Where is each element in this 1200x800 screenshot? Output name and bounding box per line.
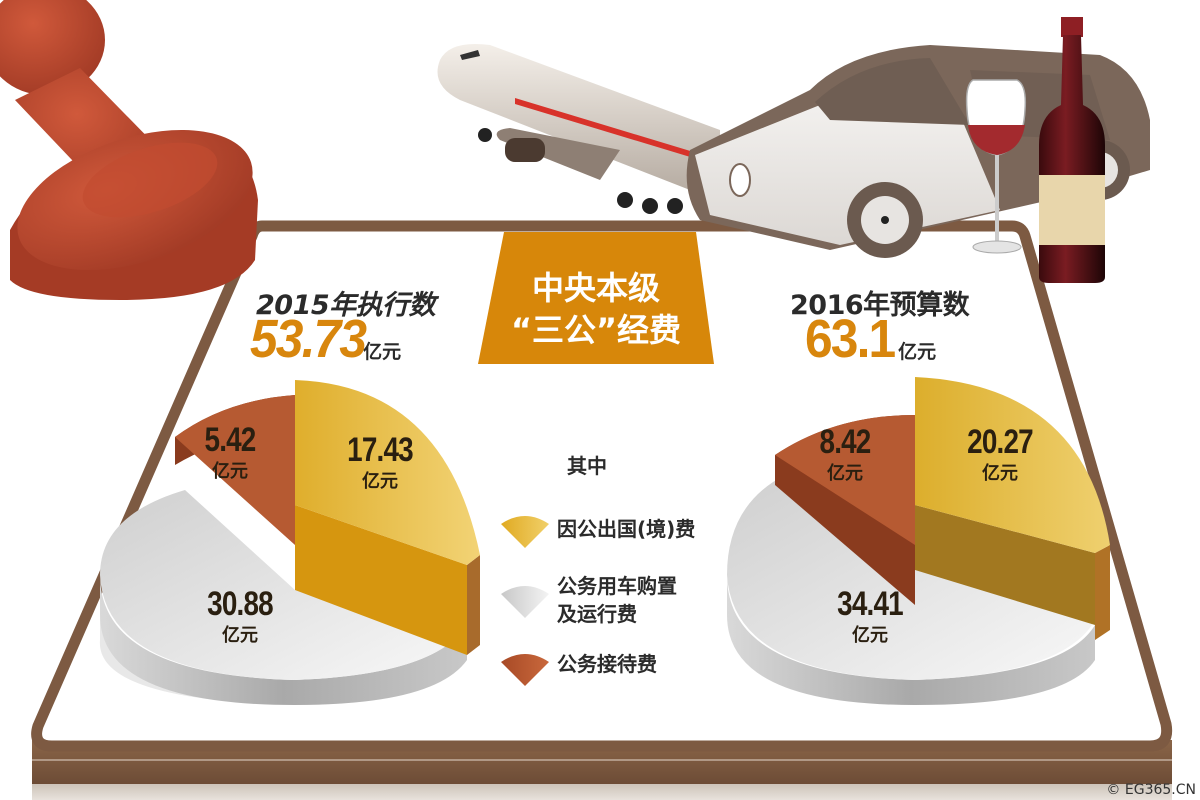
left-vehicle-value: 30.88	[207, 585, 273, 623]
legend-vehicle-label-line2: 及运行费	[557, 602, 637, 626]
wine-illustration	[955, 15, 1115, 285]
left-travel-value: 17.43	[347, 431, 413, 469]
plane-illustration	[420, 20, 750, 220]
right-vehicle-value: 34.41	[837, 585, 903, 623]
right-reception-value: 8.42	[819, 423, 872, 461]
stamp-illustration	[0, 0, 270, 320]
title-line-1: 中央本级	[531, 269, 660, 307]
legend-title: 其中	[567, 454, 607, 478]
legend-reception-swatch-icon	[499, 650, 551, 690]
left-reception-value: 5.42	[204, 421, 257, 459]
right-reception-unit: 亿元	[827, 463, 863, 484]
right-total-unit: 亿元	[898, 341, 937, 363]
legend-travel-label: 因公出国(境)费	[557, 517, 696, 541]
legend-vehicle-swatch-icon	[499, 582, 551, 622]
title-banner: 中央本级 “三公”经费	[478, 232, 714, 364]
right-slice-travel-label: 20.27 亿元	[935, 425, 1065, 485]
left-total: 53.73 亿元	[250, 312, 401, 366]
right-pie-chart: 8.42 亿元 20.27 亿元 34.41 亿元	[715, 375, 1115, 705]
legend-travel-swatch-icon	[499, 512, 551, 552]
left-total-value: 53.73	[250, 309, 367, 369]
left-year-label: 2015年执行数	[256, 290, 436, 321]
right-year-label: 2016年预算数	[790, 290, 970, 321]
right-total: 63.1 亿元	[805, 312, 936, 366]
legend: 其中 因公出国(境)费 公务用车购置 及运行费 公务接待费	[495, 450, 735, 690]
title-line-2: “三公”经费	[510, 311, 682, 349]
left-slice-reception-label: 5.42 亿元	[165, 423, 295, 483]
left-pie-chart: 5.42 亿元 17.43 亿元 30.88 亿元	[95, 375, 495, 705]
right-travel-value: 20.27	[967, 423, 1033, 461]
legend-vehicle-label: 公务用车购置 及运行费	[557, 572, 677, 628]
left-total-unit: 亿元	[363, 341, 402, 363]
watermark: © EG365.CN	[1106, 782, 1196, 798]
left-slice-travel-label: 17.43 亿元	[315, 433, 445, 493]
right-slice-vehicle-label: 34.41 亿元	[805, 587, 935, 647]
left-travel-unit: 亿元	[362, 471, 398, 492]
left-vehicle-unit: 亿元	[222, 625, 258, 646]
left-slice-vehicle-label: 30.88 亿元	[175, 587, 305, 647]
legend-reception-label: 公务接待费	[557, 652, 657, 676]
right-travel-unit: 亿元	[982, 463, 1018, 484]
right-slice-reception-label: 8.42 亿元	[780, 425, 910, 485]
right-total-value: 63.1	[805, 309, 896, 369]
right-vehicle-unit: 亿元	[852, 625, 888, 646]
legend-vehicle-label-line1: 公务用车购置	[557, 574, 677, 598]
left-reception-unit: 亿元	[212, 461, 248, 482]
